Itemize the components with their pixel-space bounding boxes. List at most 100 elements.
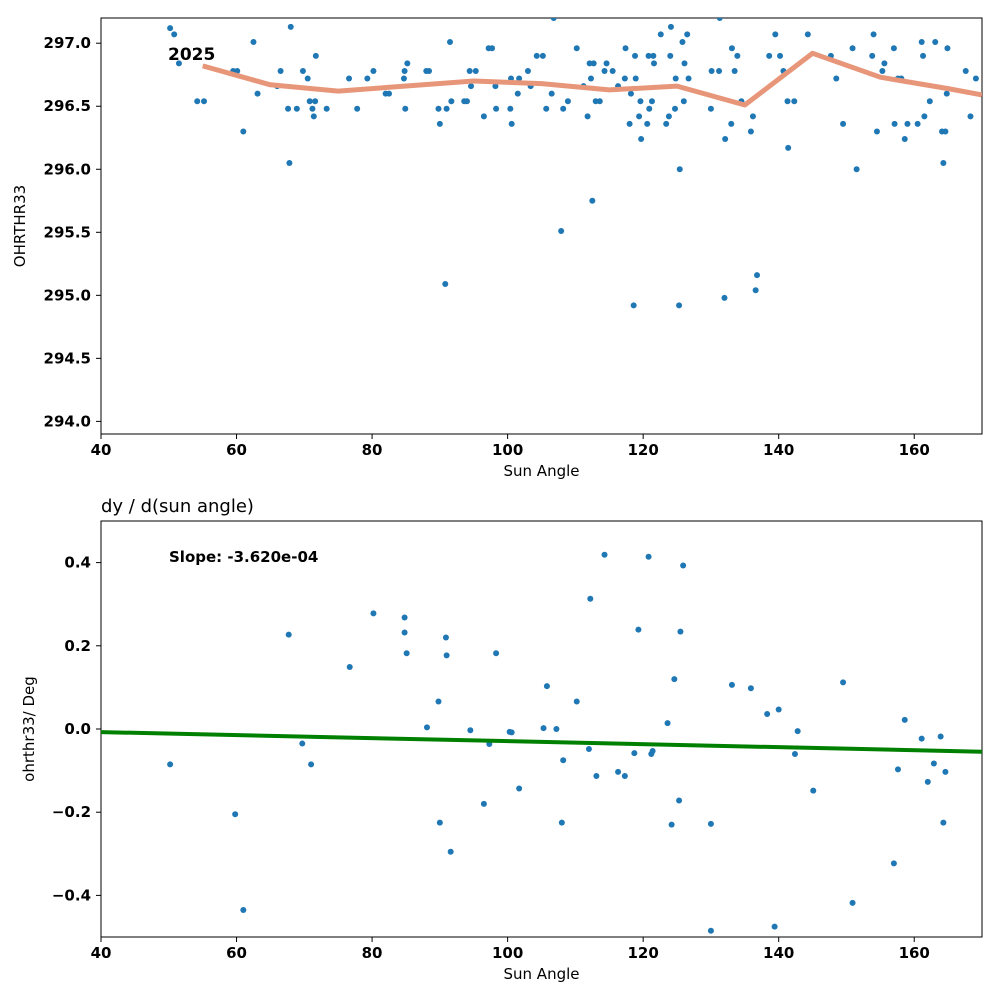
data-point [436, 819, 443, 826]
data-point [644, 120, 651, 127]
y-tick-label: 296.0 [44, 160, 91, 178]
y-tick-label: 0.0 [64, 720, 91, 738]
top-scatter-plot: 40 60 80 100 120 140 160 294.0 294.5 295.0 295.5 29… [11, 17, 983, 480]
data-point [493, 105, 500, 112]
data-point [637, 98, 644, 105]
slope-annotation: Slope: -3.620e-04 [169, 548, 318, 566]
x-tick-label: 60 [226, 944, 247, 962]
plot-area [167, 18, 982, 309]
data-point [775, 706, 782, 713]
x-axis-label: Sun Angle [504, 462, 580, 480]
data-point [672, 105, 679, 112]
data-point [589, 197, 596, 204]
data-point [346, 75, 353, 82]
data-point [480, 113, 487, 120]
data-point [676, 302, 683, 309]
data-point [480, 800, 487, 807]
data-point [940, 159, 947, 166]
data-point [853, 166, 860, 173]
data-point [940, 819, 947, 826]
data-point [447, 848, 454, 855]
data-point [646, 105, 653, 112]
x-tick-label: 120 [627, 944, 658, 962]
data-point [937, 733, 944, 740]
data-point [447, 38, 454, 45]
data-point [632, 75, 639, 82]
x-tick-label: 40 [91, 944, 112, 962]
data-point [593, 773, 600, 780]
data-point [615, 768, 622, 775]
data-point [632, 52, 639, 59]
derivative-scatter-plot: 40 60 80 100 120 140 160 −0.4 −0.2 0.0 0.2 0.4 Sun A… [20, 496, 983, 983]
data-point [293, 105, 300, 112]
data-point [558, 228, 565, 235]
data-point [869, 52, 876, 59]
data-point [707, 927, 714, 934]
data-point [631, 750, 638, 757]
x-tick-label: 140 [763, 944, 794, 962]
y-tick-label: −0.2 [52, 803, 91, 821]
data-point [784, 98, 791, 105]
data-point [310, 113, 317, 120]
data-point [306, 98, 313, 105]
data-point [721, 294, 728, 301]
data-point [254, 90, 261, 97]
data-point [918, 735, 925, 742]
data-point [507, 105, 514, 112]
data-point [645, 553, 652, 560]
data-point [684, 31, 691, 38]
data-point [285, 631, 292, 638]
data-point [603, 60, 610, 67]
data-point [370, 610, 377, 617]
data-point [442, 634, 449, 641]
data-point [676, 797, 683, 804]
data-point [403, 650, 410, 657]
data-point [873, 128, 880, 135]
data-point [299, 740, 306, 747]
data-point [508, 729, 515, 736]
data-point [250, 38, 257, 45]
y-axis-label: OHRTHR33 [11, 185, 29, 267]
y-tick-label: 297.0 [44, 34, 91, 52]
data-point [548, 90, 555, 97]
data-point [648, 98, 655, 105]
x-tick-label: 80 [362, 441, 383, 459]
data-point [370, 67, 377, 74]
data-point [772, 31, 779, 38]
data-point [404, 60, 411, 67]
fit-line [101, 730, 982, 754]
x-tick-label: 100 [492, 944, 523, 962]
data-point [849, 899, 856, 906]
data-point [881, 60, 888, 67]
data-point [810, 787, 817, 794]
data-point [423, 724, 430, 731]
data-point [747, 128, 754, 135]
data-point [175, 60, 182, 67]
data-point [601, 551, 608, 558]
data-point [921, 113, 928, 120]
data-point [435, 698, 442, 705]
data-point [663, 120, 670, 127]
data-point [967, 113, 974, 120]
y-tick-label: 294.0 [44, 412, 91, 430]
data-point [764, 711, 771, 718]
data-point [904, 120, 911, 127]
data-point [901, 136, 908, 143]
data-point [622, 45, 629, 52]
data-point [354, 105, 361, 112]
data-point [442, 280, 449, 287]
data-point [942, 128, 949, 135]
data-point [539, 52, 546, 59]
x-tick-label: 100 [492, 441, 523, 459]
data-point [401, 629, 408, 636]
data-point [240, 128, 247, 135]
data-point [791, 98, 798, 105]
data-point [657, 31, 664, 38]
data-point [524, 67, 531, 74]
data-point [754, 272, 761, 279]
data-point [584, 113, 591, 120]
data-point [728, 120, 735, 127]
data-point [794, 728, 801, 735]
data-point [514, 90, 521, 97]
